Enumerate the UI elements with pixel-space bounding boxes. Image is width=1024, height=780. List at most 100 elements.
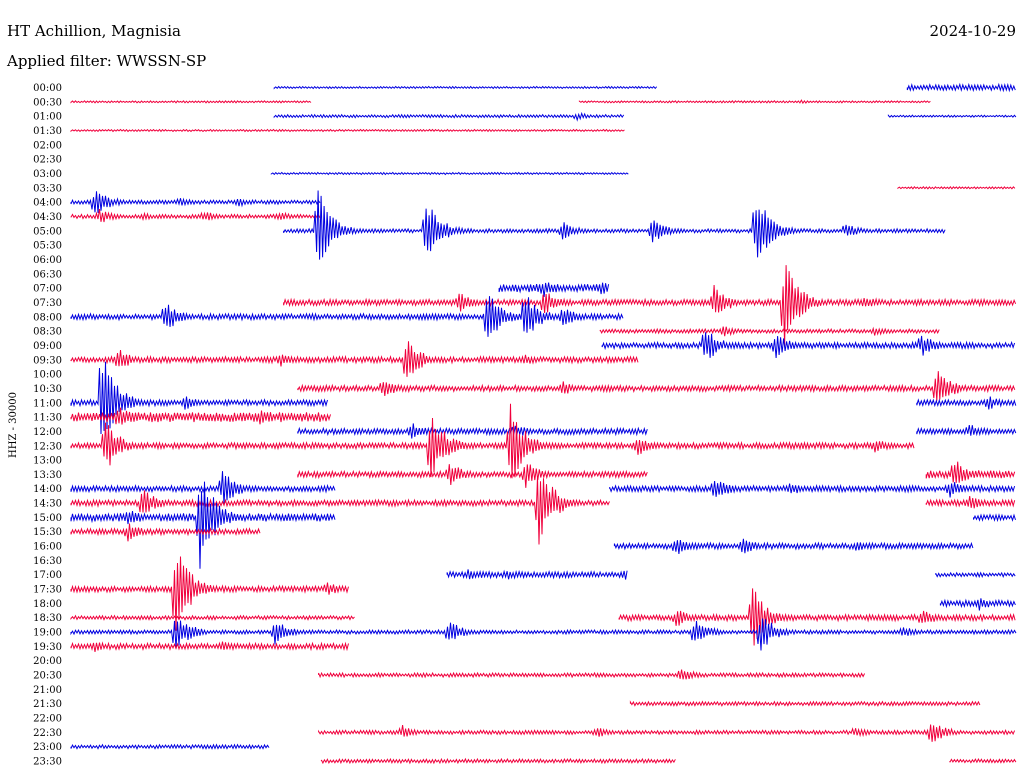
seismic-trace-1500 (70, 481, 336, 569)
seismic-trace-0500 (283, 190, 946, 260)
seismic-trace-0000 (273, 85, 658, 90)
time-tick-label: 05:30 (33, 241, 62, 252)
seismic-trace-1930 (70, 641, 349, 652)
time-tick-label: 14:30 (33, 499, 62, 510)
seismic-trace-1200 (297, 423, 648, 439)
time-labels: 00:00 00:30 01:00 01:30 02:00 02:30 03:00 03:30… (33, 83, 62, 768)
time-tick-label: 18:30 (33, 613, 62, 624)
time-tick-label: 08:00 (33, 312, 62, 323)
seismic-trace-1230 (70, 403, 915, 479)
seismic-trace-1400 (70, 471, 336, 505)
time-tick-label: 22:00 (33, 714, 62, 725)
seismic-trace-1430 (925, 496, 1016, 509)
time-tick-label: 06:00 (33, 255, 62, 266)
seismic-trace-1700 (935, 571, 1016, 579)
time-tick-label: 18:00 (33, 599, 62, 610)
time-tick-label: 07:30 (33, 298, 62, 309)
seismic-trace-0030 (578, 99, 931, 105)
seismic-trace-0400 (70, 191, 321, 213)
seismic-trace-1100 (916, 396, 1017, 410)
seismic-trace-1200 (916, 425, 1017, 437)
seismic-trace-1430 (70, 476, 610, 545)
seismic-trace-1800 (939, 598, 1016, 611)
time-tick-label: 15:00 (33, 513, 62, 524)
time-tick-label: 19:30 (33, 642, 62, 653)
y-axis-label: HHZ - 30000 (8, 392, 19, 458)
time-tick-label: 09:30 (33, 355, 62, 366)
time-tick-label: 11:30 (33, 413, 62, 424)
seismic-trace-1900 (70, 618, 1017, 651)
time-tick-label: 07:00 (33, 284, 62, 295)
seismic-trace-0000 (906, 82, 1016, 93)
seismic-trace-1330 (925, 461, 1016, 483)
seismic-trace-0030 (70, 100, 312, 104)
time-tick-label: 21:00 (33, 685, 62, 696)
seismic-trace-2330 (320, 757, 676, 765)
time-tick-label: 16:30 (33, 556, 62, 567)
time-tick-label: 20:30 (33, 671, 62, 682)
seismic-trace-1700 (446, 569, 628, 580)
time-tick-label: 21:30 (33, 699, 62, 710)
seismic-trace-2230 (318, 724, 1016, 742)
seismic-trace-0330 (897, 185, 1016, 190)
chart-subtitle: Applied filter: WWSSN-SP (6, 52, 206, 70)
time-tick-label: 23:30 (33, 757, 62, 768)
seismic-trace-1100 (70, 361, 328, 435)
seismic-trace-1530 (70, 523, 261, 542)
seismic-trace-0800 (70, 296, 624, 337)
chart-date: 2024-10-29 (930, 22, 1016, 40)
time-tick-label: 17:00 (33, 570, 62, 581)
seismic-trace-0830 (599, 326, 940, 337)
time-tick-label: 10:00 (33, 370, 62, 381)
seismic-trace-1830 (70, 614, 355, 622)
seismic-trace-0430 (70, 209, 321, 223)
seismic-trace-2030 (318, 669, 866, 680)
time-tick-label: 06:30 (33, 269, 62, 280)
seismic-trace-0930 (70, 341, 639, 377)
seismic-trace-1830 (618, 588, 1016, 646)
seismic-traces (70, 82, 1017, 765)
time-tick-label: 12:30 (33, 441, 62, 452)
time-tick-label: 22:30 (33, 728, 62, 739)
seismic-trace-2300 (70, 743, 270, 750)
time-tick-label: 17:30 (33, 585, 62, 596)
time-tick-label: 11:00 (33, 398, 62, 409)
seismic-trace-0900 (601, 332, 1016, 359)
time-tick-label: 19:00 (33, 628, 62, 639)
time-tick-label: 04:30 (33, 212, 62, 223)
seismic-trace-2330 (949, 757, 1017, 764)
time-tick-label: 00:30 (33, 97, 62, 108)
seismic-trace-0300 (270, 171, 629, 176)
seismic-trace-0100 (273, 111, 625, 122)
time-tick-label: 12:00 (33, 427, 62, 438)
time-tick-label: 09:00 (33, 341, 62, 352)
time-tick-label: 10:30 (33, 384, 62, 395)
time-tick-label: 13:30 (33, 470, 62, 481)
time-tick-label: 02:30 (33, 155, 62, 166)
seismic-trace-1330 (297, 464, 648, 488)
seismic-trace-0700 (498, 282, 610, 298)
time-tick-label: 20:00 (33, 656, 62, 667)
seismic-trace-0130 (70, 128, 625, 133)
seismic-trace-0730 (283, 265, 1017, 347)
seismic-trace-1500 (973, 513, 1016, 523)
seismic-trace-1400 (609, 481, 1016, 498)
time-tick-label: 13:00 (33, 456, 62, 467)
seismic-trace-0100 (887, 114, 1017, 118)
seismic-trace-1030 (297, 371, 1016, 401)
time-tick-label: 00:00 (33, 83, 62, 94)
time-tick-label: 15:30 (33, 527, 62, 538)
time-tick-label: 04:00 (33, 198, 62, 209)
time-tick-label: 02:00 (33, 140, 62, 151)
time-tick-label: 01:30 (33, 126, 62, 137)
time-tick-label: 03:00 (33, 169, 62, 180)
seismic-trace-1130 (70, 407, 331, 425)
time-tick-label: 01:00 (33, 112, 62, 123)
time-tick-label: 03:30 (33, 183, 62, 194)
time-tick-label: 16:00 (33, 542, 62, 553)
seismic-trace-1730 (70, 556, 349, 631)
seismic-trace-2130 (629, 700, 981, 707)
time-tick-label: 05:00 (33, 226, 62, 237)
seismic-trace-1600 (613, 538, 974, 554)
